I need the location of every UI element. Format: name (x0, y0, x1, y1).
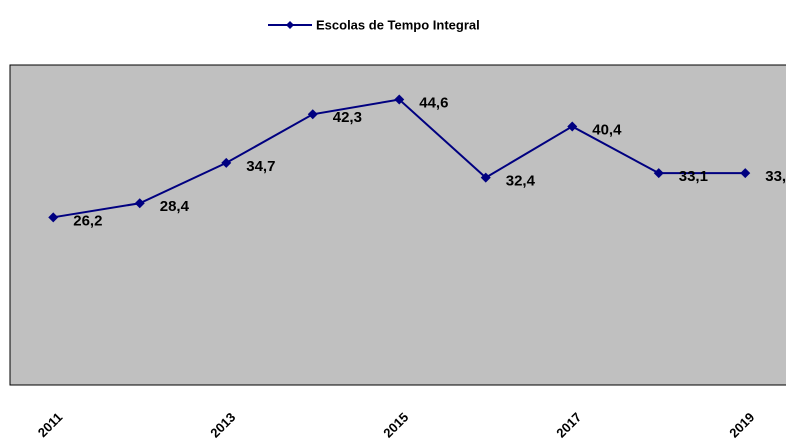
legend-label: Escolas de Tempo Integral (316, 17, 480, 32)
legend-marker (286, 21, 294, 29)
x-tick-label: 2011 (35, 410, 66, 440)
x-tick-label: 2015 (380, 410, 411, 440)
data-label: 44,6 (419, 95, 448, 112)
x-tick-label: 2019 (726, 410, 757, 440)
point-marker (221, 157, 232, 168)
data-label: 34,7 (246, 158, 275, 175)
point-marker (480, 172, 491, 183)
point-marker (567, 121, 578, 132)
data-label: 33,1 (765, 168, 786, 185)
point-marker (307, 109, 318, 120)
plot-area (9, 64, 786, 386)
point-marker (740, 168, 751, 179)
data-label: 28,4 (160, 198, 190, 215)
x-tick-label: 2017 (553, 410, 584, 440)
point-marker (653, 168, 664, 179)
data-label: 40,4 (592, 121, 622, 138)
point-marker (48, 212, 59, 223)
data-label: 26,2 (73, 212, 102, 229)
point-marker (134, 198, 145, 209)
x-tick-label: 2013 (207, 410, 238, 440)
point-marker (394, 94, 405, 105)
data-label: 32,4 (506, 173, 536, 190)
data-label: 33,1 (679, 168, 708, 185)
legend: Escolas de Tempo Integral (268, 17, 480, 32)
data-label: 42,3 (333, 109, 362, 126)
